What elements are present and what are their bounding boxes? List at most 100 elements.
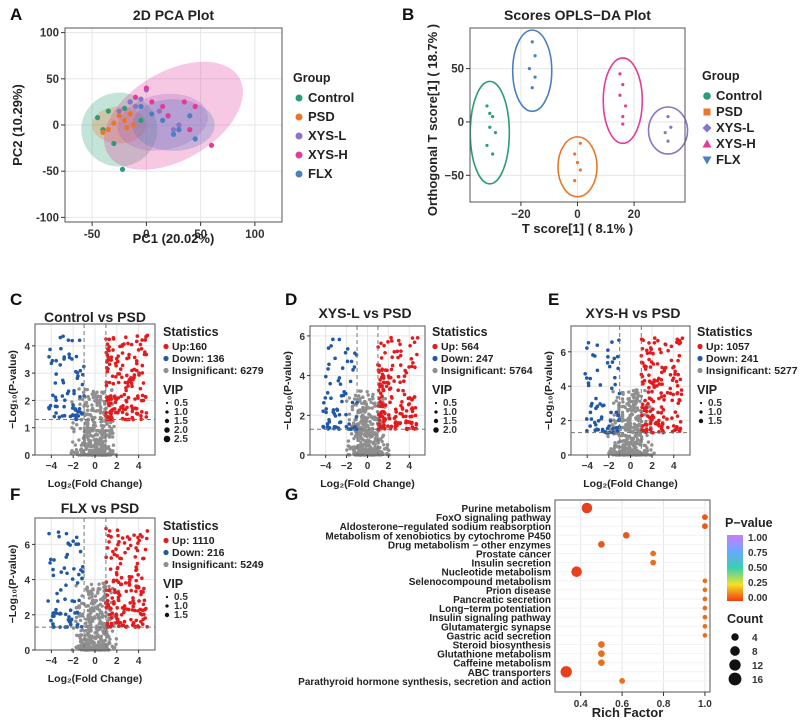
volcano-point-up [644,348,649,353]
pca-legend-marker [295,94,303,102]
volcano-point-insignificant [611,401,616,405]
opls-point-flx [533,75,537,79]
volcano-point-insignificant [616,432,620,436]
volcano-point-insignificant [615,395,620,400]
volcano-point-insignificant [82,426,86,430]
kegg-pathway-label: Caffeine metabolism [453,659,551,670]
volcano-point-down [324,410,328,415]
volcano-point-insignificant [360,401,364,406]
volcano-legend-marker [697,343,703,350]
volcano-point-up [116,619,120,623]
volcano-point-up [656,422,660,427]
volcano-point-down [354,415,359,419]
volcano-point-insignificant [77,604,81,608]
volcano-point-up [113,400,118,405]
volcano-point-insignificant [626,440,631,445]
opls-point-xys-h [621,115,625,119]
volcano-point-up [122,392,127,397]
volcano-point-up [662,394,667,398]
volcano-point-insignificant [91,423,96,428]
volcano-point-insignificant [102,585,106,589]
kegg-dot [702,633,708,638]
volcano-point-up [142,586,146,591]
volcano-point-insignificant [631,408,636,412]
volcano-point-down [52,558,56,562]
volcano-point-up [108,624,113,629]
volcano-vip-label: 1.0 [174,601,188,612]
volcano-point-up [126,341,130,346]
volcano-xtick-label: 0 [92,656,98,667]
opls-ytick-label: 0 [458,117,464,129]
volcano-point-insignificant [89,589,93,594]
volcano-vip-marker [164,612,170,618]
volcano-point-insignificant [353,393,358,398]
volcano-point-down [70,338,74,343]
volcano-point-insignificant [365,389,369,394]
volcano-point-insignificant [385,451,389,456]
pca-xtick-label: 100 [245,229,264,241]
volcano-point-down [75,581,80,585]
volcano-point-insignificant [100,615,105,619]
volcano-point-down [53,381,58,385]
volcano-point-up [107,529,112,533]
pca-ytick-label: -100 [36,212,59,224]
pca-point-xys-h [181,99,187,105]
volcano-point-insignificant [83,633,87,638]
volcano-vip-marker [165,604,169,608]
volcano-point-down [77,572,81,577]
volcano-point-up [652,341,657,345]
volcano-point-up [139,347,144,351]
volcano-point-insignificant [92,609,96,613]
volcano-point-up [661,408,666,412]
kegg-xtick-label: 0.4 [574,699,588,710]
volcano-point-insignificant [624,434,629,438]
volcano-ytick-label: 6 [299,332,305,343]
volcano-point-up [659,350,663,355]
volcano-point-insignificant [93,615,97,619]
kegg-dot [581,502,593,514]
volcano-point-up [399,349,403,353]
volcano-point-insignificant [81,390,86,395]
volcano-point-insignificant [86,604,90,608]
volcano-point-insignificant [652,451,656,455]
pca-ellipse-psd [92,106,147,144]
volcano-point-up [132,373,137,377]
volcano-point-up [126,546,130,551]
volcano-point-up [119,575,124,580]
volcano-point-insignificant [621,400,625,404]
volcano-point-up [137,538,142,543]
pca-legend-marker [295,132,303,140]
pca-point-xys-h [208,142,215,148]
volcano-point-insignificant [91,428,95,433]
volcano-point-up [383,417,388,422]
pca-point-flx [149,111,155,117]
volcano-point-down [57,415,62,419]
volcano-point-up [136,573,140,577]
volcano-point-up [128,543,133,548]
volcano-xtick-label: 2 [386,461,392,472]
volcano-point-down [343,350,348,355]
volcano-point-down [54,358,59,363]
volcano-point-up [378,384,382,389]
volcano-point-up [128,578,132,582]
opls-ellipse-flx [511,29,553,113]
volcano-point-down [72,391,76,396]
volcano-ytick-label: 4 [24,576,30,587]
volcano-point-down [586,340,591,345]
volcano-point-insignificant [90,403,94,407]
volcano-point-up [655,362,660,366]
volcano-point-insignificant [645,446,649,450]
volcano-point-up [118,367,123,371]
volcano-point-insignificant [98,401,102,406]
volcano-point-insignificant [98,408,103,413]
volcano-point-insignificant [86,614,90,618]
volcano-point-up [381,380,386,385]
volcano-point-insignificant [90,415,94,419]
volcano-point-insignificant [362,399,367,404]
volcano-point-insignificant [629,413,634,417]
volcano-point-up [119,556,124,561]
volcano-point-up [679,392,684,397]
volcano-vip-marker [434,401,438,405]
volcano-point-up [662,366,667,371]
volcano-point-up [111,381,116,386]
